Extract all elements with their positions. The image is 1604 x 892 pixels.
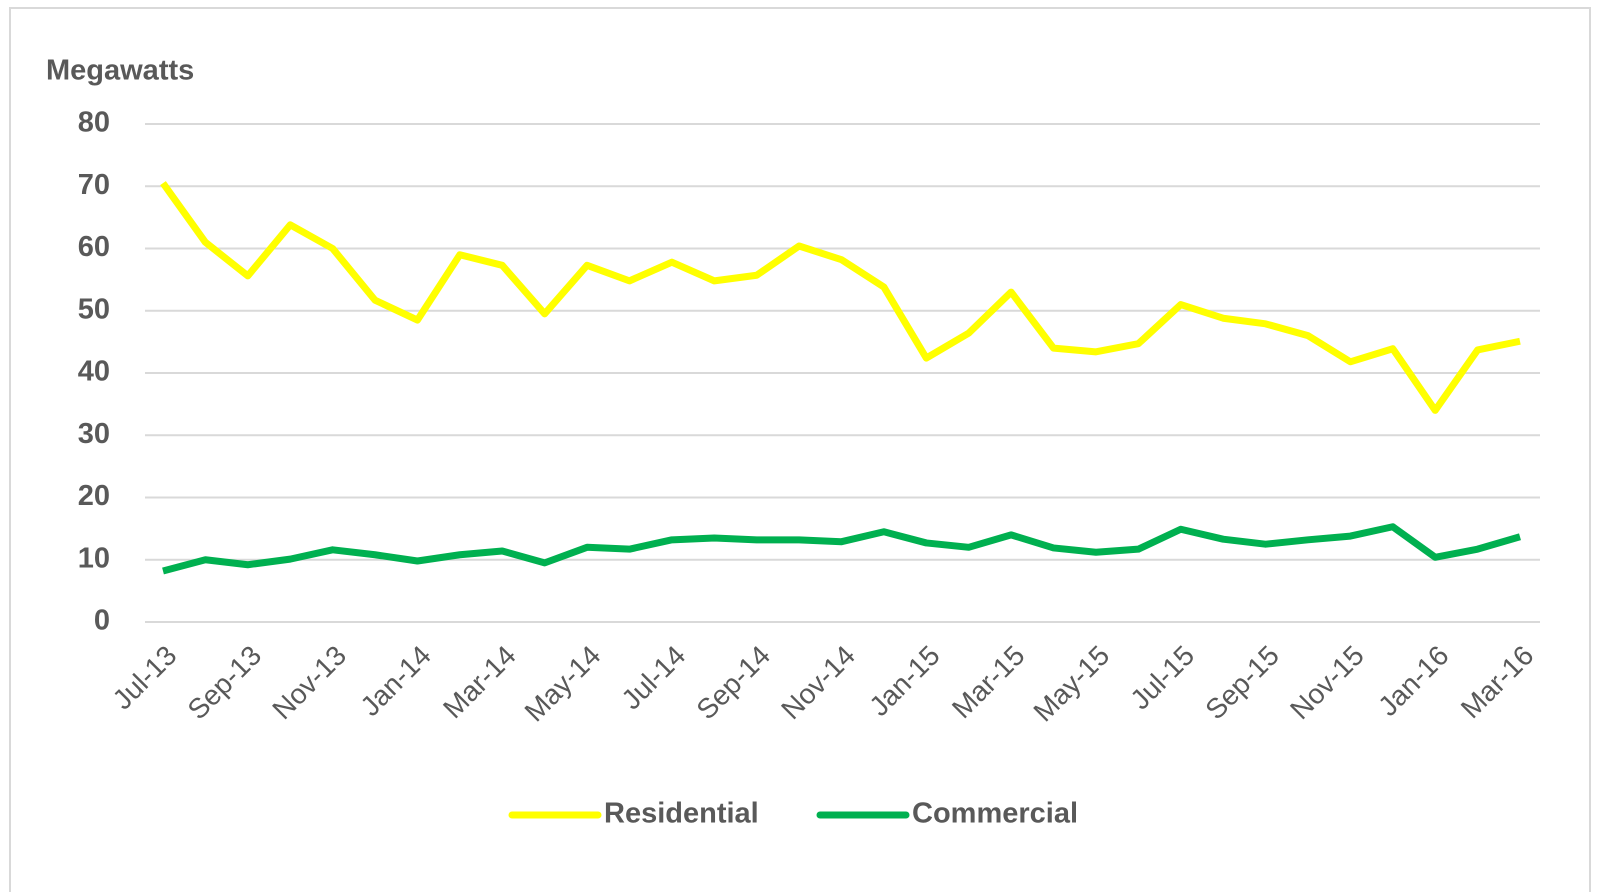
legend-label: Commercial xyxy=(912,798,1078,830)
y-tick-label: 60 xyxy=(78,231,110,263)
y-tick-label: 0 xyxy=(94,605,110,637)
y-tick-label: 80 xyxy=(78,107,110,139)
chart-frame xyxy=(9,7,1591,892)
y-tick-label: 10 xyxy=(78,542,110,574)
y-tick-label: 50 xyxy=(78,293,110,325)
line-series xyxy=(162,523,1521,575)
y-tick-label: 70 xyxy=(78,169,110,201)
y-tick-label: 20 xyxy=(78,480,110,512)
y-tick-label: 30 xyxy=(78,418,110,450)
y-tick-label: 40 xyxy=(78,356,110,388)
line-series xyxy=(160,181,1521,414)
legend-label: Residential xyxy=(604,798,759,830)
y-axis-label: Megawatts xyxy=(46,55,194,87)
